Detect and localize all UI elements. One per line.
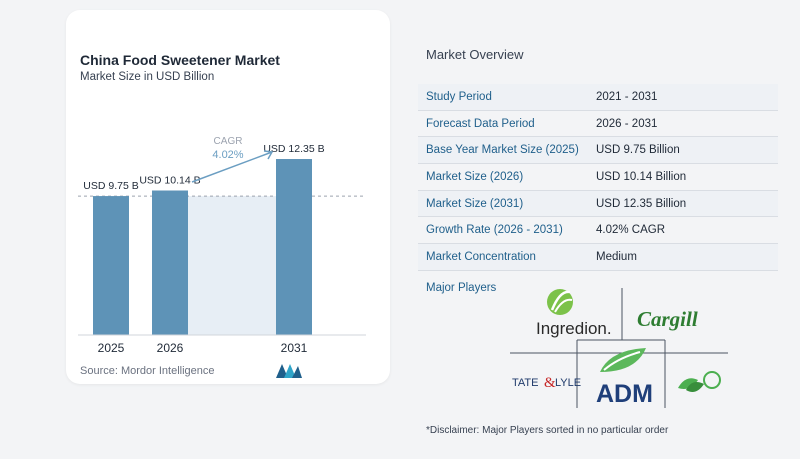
overview-row: Market Size (2026) USD 10.14 Billion: [418, 164, 778, 191]
ingredion-logo: Ingredion.: [536, 289, 612, 338]
overview-value: USD 12.35 Billion: [596, 197, 687, 210]
overview-row: Base Year Market Size (2025) USD 9.75 Bil…: [418, 137, 778, 165]
tate-text: TATE: [512, 377, 538, 389]
cargill-text: Cargill: [637, 307, 698, 331]
cagr-label: CAGR: [214, 136, 243, 147]
mordor-logo-icon: [276, 364, 302, 378]
overview-row: Forecast Data Period 2026 - 2031: [418, 111, 778, 138]
overview-value: 2021 - 2031: [596, 90, 658, 103]
badge-icon: [703, 371, 721, 389]
cagr-arrow: [191, 151, 273, 183]
overview-title: Market Overview: [426, 47, 524, 62]
major-players-label: Major Players: [426, 282, 497, 294]
overview-row: Growth Rate (2026 - 2031) 4.02% CAGR: [418, 217, 778, 245]
overview-value: 2026 - 2031: [596, 117, 658, 130]
data-label-2031: USD 12.35 B: [263, 143, 324, 155]
adm-text: ADM: [596, 380, 653, 408]
cargill-logo: Cargill: [637, 307, 698, 331]
chart-title: China Food Sweetener Market: [80, 52, 280, 68]
source-note: Source: Mordor Intelligence: [80, 365, 215, 377]
data-label-2025: USD 9.75 B: [83, 180, 138, 192]
major-players-logos: Ingredion. Cargill TATE & LYLE ADM: [510, 288, 728, 408]
overview-label: Growth Rate (2026 - 2031): [426, 224, 563, 237]
overview-row: Market Concentration Medium: [418, 244, 778, 271]
lyle-text: LYLE: [555, 377, 581, 389]
ampersand-icon: &: [544, 375, 556, 391]
overview-row: Market Size (2031) USD 12.35 Billion: [418, 190, 778, 218]
overview-label: Study Period: [426, 90, 492, 103]
bar-2025: [93, 196, 129, 335]
leaf-icon: [678, 378, 698, 389]
disclaimer: *Disclaimer: Major Players sorted in no …: [426, 425, 669, 436]
overview-value: USD 9.75 Billion: [596, 144, 680, 157]
overview-label: Market Size (2031): [426, 197, 524, 210]
tate-lyle-logo: TATE & LYLE: [512, 375, 581, 391]
adm-logo: ADM: [596, 348, 653, 408]
bar-2026: [152, 190, 188, 335]
data-label-2026: USD 10.14 B: [139, 175, 200, 187]
overview-value: USD 10.14 Billion: [596, 170, 687, 183]
overview-label: Market Size (2026): [426, 170, 524, 183]
forecast-band: [188, 196, 276, 335]
overview-label: Forecast Data Period: [426, 117, 535, 130]
overview-row: Study Period 2021 - 2031: [418, 84, 778, 111]
bar-chart: USD 9.75 B 2025 USD 10.14 B 2026 USD 12.35 B…: [78, 136, 366, 355]
leaf-brand-logo: [678, 371, 721, 392]
bar-2031: [276, 159, 312, 335]
overview-label: Market Concentration: [426, 250, 536, 263]
x-tick-label: 2025: [98, 341, 125, 355]
x-tick-label: 2031: [281, 341, 308, 355]
overview-value: Medium: [596, 250, 637, 263]
cagr-value: 4.02%: [212, 149, 243, 161]
ingredion-text: Ingredion.: [536, 319, 612, 338]
overview-table: Study Period 2021 - 2031 Forecast Data Per…: [418, 84, 778, 271]
x-tick-label: 2026: [157, 341, 184, 355]
chart-subtitle: Market Size in USD Billion: [80, 71, 215, 83]
cagr-arrowhead-icon: [263, 150, 274, 160]
overview-value: 4.02% CAGR: [596, 224, 666, 237]
overview-label: Base Year Market Size (2025): [426, 144, 579, 157]
